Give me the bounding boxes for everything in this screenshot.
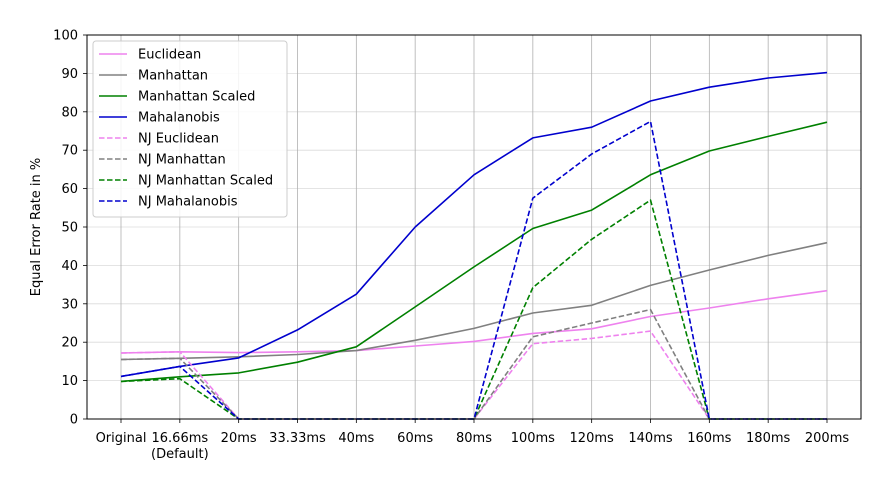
legend-label: NJ Manhattan Scaled xyxy=(138,174,273,189)
x-tick-label: 80ms xyxy=(456,431,492,446)
legend-label: Manhattan xyxy=(138,69,208,84)
x-tick-label: 160ms xyxy=(687,431,731,446)
y-tick-label: 10 xyxy=(61,374,78,389)
y-tick-label: 100 xyxy=(53,29,78,44)
series-line xyxy=(120,71,828,378)
series-line xyxy=(120,289,828,354)
legend: Euclidean Manhattan Manhattan Scaled Mahala… xyxy=(92,40,288,218)
y-tick-label: 0 xyxy=(70,413,78,428)
x-tick-label-line: (Default) xyxy=(151,447,209,462)
y-tick-label: 60 xyxy=(61,182,78,197)
x-tick-label: 140ms xyxy=(628,431,672,446)
x-tick-label: 60ms xyxy=(397,431,433,446)
legend-label: Manhattan Scaled xyxy=(138,90,255,105)
x-tick-label: 33.33ms xyxy=(269,431,326,446)
x-tick-label: 100ms xyxy=(511,431,555,446)
legend-label: NJ Manhattan xyxy=(138,153,226,168)
y-tick-label: 90 xyxy=(61,67,78,82)
legend-label: Euclidean xyxy=(138,48,201,63)
y-tick-label: 30 xyxy=(61,297,78,312)
series-line xyxy=(120,121,828,383)
x-tick-label-line: 60ms xyxy=(397,431,433,446)
x-tick-label-line: 200ms xyxy=(805,431,849,446)
x-tick-label-line: 80ms xyxy=(456,431,492,446)
series-line xyxy=(120,241,828,361)
x-tick-label: Original xyxy=(96,431,147,446)
x-tick-label: 180ms xyxy=(746,431,790,446)
x-tick-label-line: 40ms xyxy=(338,431,374,446)
x-tick-label-line: 140ms xyxy=(628,431,672,446)
x-tick-label-line: 160ms xyxy=(687,431,731,446)
y-tick-label: 20 xyxy=(61,336,78,351)
legend-box xyxy=(92,40,288,218)
x-tick-label-line: 120ms xyxy=(570,431,614,446)
x-tick-label-line: 180ms xyxy=(746,431,790,446)
x-tick-label-line: Original xyxy=(96,431,147,446)
y-tick-label: 80 xyxy=(61,105,78,120)
x-tick-label-line: 33.33ms xyxy=(269,431,326,446)
legend-label: Mahalanobis xyxy=(138,111,220,126)
x-tick-label-line: 100ms xyxy=(511,431,555,446)
legend-label: NJ Mahalanobis xyxy=(138,195,238,210)
x-axis: Original 16.66ms (Default) 20ms 33.33ms 40ms 6… xyxy=(96,419,849,462)
x-tick-label: 120ms xyxy=(570,431,614,446)
y-tick-label: 70 xyxy=(61,144,78,159)
x-tick-label: 200ms xyxy=(805,431,849,446)
y-axis: 0 10 20 30 40 50 60 70 80 90 100 xyxy=(53,29,87,428)
legend-label: NJ Euclidean xyxy=(138,132,219,147)
y-tick-label: 40 xyxy=(61,259,78,274)
x-tick-label: 16.66ms (Default) xyxy=(151,431,209,462)
x-tick-label-line: 16.66ms xyxy=(152,431,209,446)
y-axis-title: Equal Error Rate in % xyxy=(29,158,44,297)
y-tick-label: 50 xyxy=(61,221,78,236)
x-tick-label: 20ms xyxy=(221,431,257,446)
x-tick-label: 40ms xyxy=(338,431,374,446)
x-tick-label-line: 20ms xyxy=(221,431,257,446)
